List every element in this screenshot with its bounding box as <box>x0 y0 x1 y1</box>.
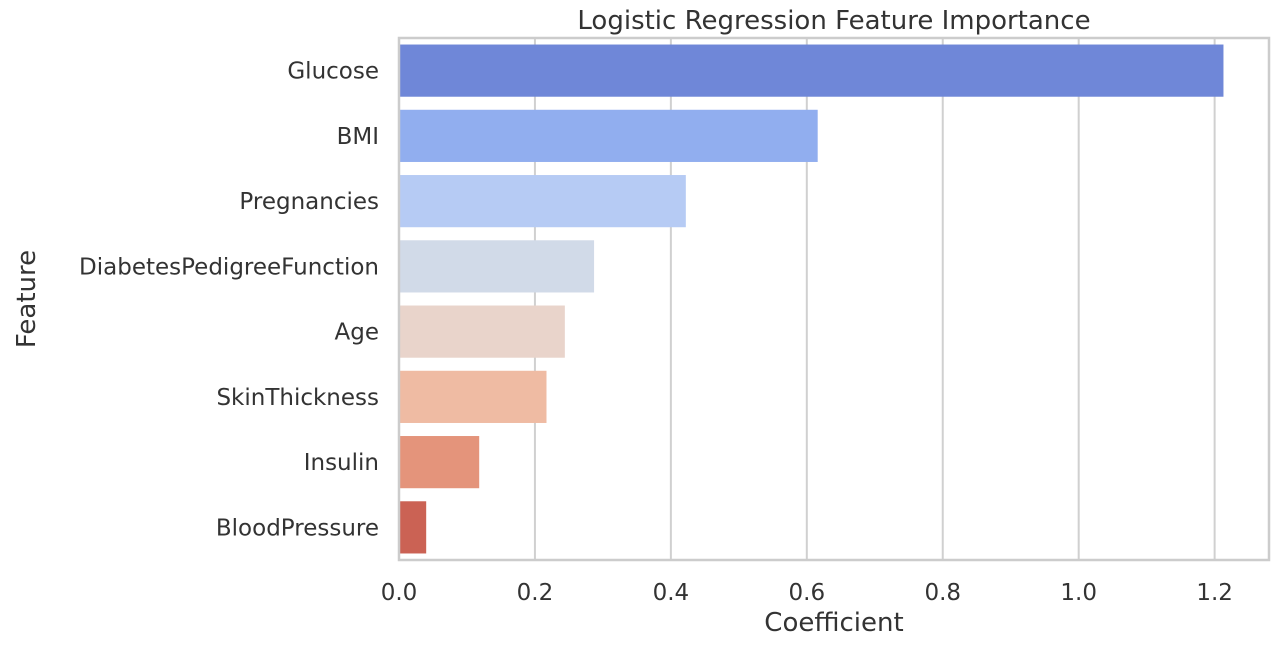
bars <box>399 44 1224 554</box>
bar-age <box>399 305 565 358</box>
y-tick-label: BloodPressure <box>216 515 379 541</box>
x-tick-label: 0.6 <box>789 580 826 606</box>
bar-glucose <box>399 44 1224 97</box>
x-tick-label: 0.0 <box>381 580 418 606</box>
x-tick-label: 0.8 <box>924 580 961 606</box>
y-axis-label: Feature <box>12 250 42 348</box>
bar-insulin <box>399 436 480 489</box>
y-tick-label: DiabetesPedigreeFunction <box>79 254 379 280</box>
chart-title: Logistic Regression Feature Importance <box>577 6 1090 36</box>
x-tick-label: 1.0 <box>1060 580 1097 606</box>
x-tick-label: 0.2 <box>517 580 554 606</box>
y-tick-label: Age <box>335 320 379 346</box>
x-tick-label: 0.4 <box>653 580 690 606</box>
y-tick-label: Insulin <box>304 450 379 476</box>
y-tick-label: SkinThickness <box>216 385 379 411</box>
y-tick-label: Glucose <box>287 59 379 85</box>
plot-frame <box>397 36 1271 562</box>
bar-diabetespedigreefunction <box>399 240 595 293</box>
x-tick-labels: 0.0 0.2 0.4 0.6 0.8 1.0 1.2 <box>381 580 1233 606</box>
bar-bmi <box>399 109 818 162</box>
bar-pregnancies <box>399 175 686 228</box>
y-tick-labels: Glucose BMI Pregnancies DiabetesPedigreeFun… <box>79 59 379 542</box>
y-tick-label: Pregnancies <box>239 189 379 215</box>
bar-bloodpressure <box>399 501 427 554</box>
x-tick-label: 1.2 <box>1196 580 1233 606</box>
x-axis-label: Coefficient <box>764 608 903 638</box>
bar-skinthickness <box>399 370 547 423</box>
y-tick-label: BMI <box>337 124 379 150</box>
